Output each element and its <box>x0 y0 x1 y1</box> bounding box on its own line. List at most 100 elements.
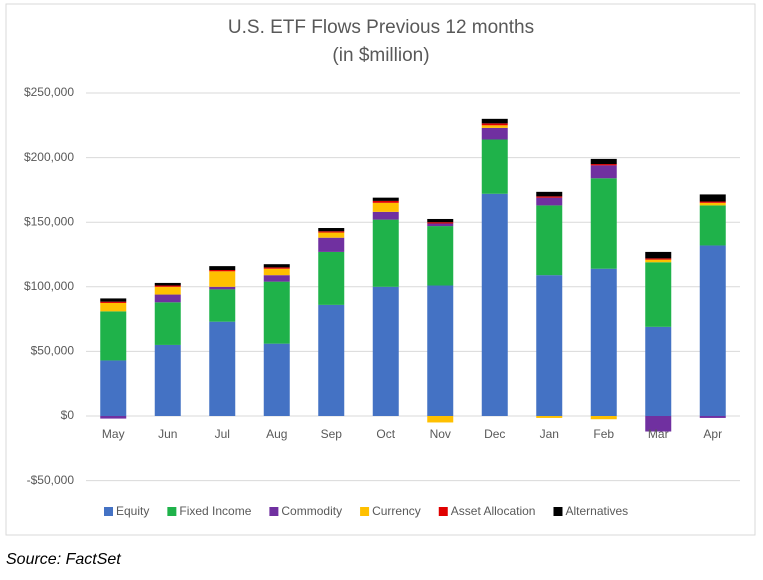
bar-segment <box>645 251 672 259</box>
legend-label: Currency <box>372 504 421 518</box>
bar-segment <box>318 228 345 232</box>
bar-segment <box>154 282 181 286</box>
legend-swatch <box>104 507 113 516</box>
bar-segment <box>100 311 127 361</box>
bar-segment <box>263 268 290 276</box>
bar-segment <box>699 245 726 416</box>
bar-segment <box>427 416 454 423</box>
bar-segment <box>590 158 617 165</box>
y-tick-label: $0 <box>61 408 75 422</box>
y-tick-label: $150,000 <box>24 214 74 228</box>
bar-segment <box>209 321 236 416</box>
bar-segment <box>645 326 672 416</box>
x-tick-label: May <box>102 427 125 441</box>
bar-segment <box>263 264 290 268</box>
y-tick-label: $250,000 <box>24 85 74 99</box>
bar-segment <box>372 202 399 212</box>
bar-segment <box>318 237 345 252</box>
bar-segment <box>263 267 290 269</box>
bar-segment <box>209 270 236 272</box>
legend-label: Equity <box>116 504 149 518</box>
bar-segment <box>427 226 454 286</box>
y-tick-label: $50,000 <box>31 344 75 358</box>
bar-segment <box>154 344 181 416</box>
bar-segment <box>100 360 127 416</box>
bar-segment <box>590 165 617 179</box>
bar-segment <box>536 196 563 198</box>
bar-segment <box>536 205 563 276</box>
bar-segment <box>100 302 127 312</box>
bar-segment <box>427 223 454 227</box>
bar-segment <box>100 298 127 302</box>
bar-segment <box>263 343 290 416</box>
x-tick-label: Apr <box>703 427 722 441</box>
source-note: Source: FactSet <box>6 551 121 568</box>
bar-segment <box>154 294 181 303</box>
legend-label: Alternatives <box>565 504 628 518</box>
bar-segment <box>645 259 672 263</box>
bar-segment <box>372 211 399 220</box>
bar-segment <box>481 123 508 126</box>
bar-segment <box>536 416 563 418</box>
bar-segment <box>590 178 617 269</box>
legend-swatch <box>438 507 448 516</box>
bar-segment <box>263 275 290 282</box>
bar-segment <box>318 251 345 305</box>
bar-segment <box>481 125 508 128</box>
bar-segment <box>590 268 617 416</box>
x-tick-label: Jun <box>158 427 177 441</box>
bar-segment <box>100 301 127 303</box>
bar-segment <box>645 258 672 260</box>
y-tick-label: $200,000 <box>24 150 74 164</box>
x-tick-label: Jul <box>215 427 230 441</box>
x-tick-label: Aug <box>266 427 287 441</box>
bar-segment <box>699 202 726 206</box>
bar-segment <box>536 191 563 197</box>
bar-segment <box>427 218 454 223</box>
x-tick-label: Nov <box>430 427 451 441</box>
bar-segment <box>154 302 181 345</box>
x-tick-label: Mar <box>648 427 669 441</box>
bar-segment <box>699 194 726 202</box>
bar-segment <box>427 285 454 416</box>
legend-swatch <box>269 507 279 516</box>
x-tick-label: Sep <box>321 427 343 441</box>
bar-segment <box>372 219 399 287</box>
bar-segment <box>209 286 236 290</box>
bar-segment <box>427 222 454 224</box>
bar-segment <box>536 275 563 416</box>
bar-segment <box>209 289 236 322</box>
x-tick-label: Jan <box>540 427 559 441</box>
bar-segment <box>481 127 508 140</box>
bar-segment <box>372 200 399 203</box>
bar-segment <box>100 416 127 419</box>
chart-title: U.S. ETF Flows Previous 12 months <box>228 17 534 38</box>
legend-label: Fixed Income <box>179 504 251 518</box>
bar-segment <box>536 197 563 206</box>
y-tick-label: $100,000 <box>24 279 74 293</box>
bar-segment <box>154 286 181 295</box>
bar-segment <box>318 304 345 416</box>
bar-segment <box>372 286 399 416</box>
bar-segment <box>645 416 672 432</box>
bar-segment <box>372 197 399 201</box>
bar-segment <box>209 266 236 271</box>
bar-segment <box>154 285 181 287</box>
bar-segment <box>209 271 236 287</box>
bar-segment <box>645 262 672 327</box>
legend-label: Asset Allocation <box>451 504 536 518</box>
legend-swatch <box>360 507 370 516</box>
bar-segment <box>481 139 508 194</box>
legend-swatch <box>553 507 563 516</box>
bar-segment <box>481 118 508 124</box>
y-tick-label: -$50,000 <box>27 473 75 487</box>
bar-segment <box>590 164 617 166</box>
bar-segment <box>699 205 726 246</box>
bar-segment <box>318 232 345 238</box>
legend-swatch <box>167 507 177 516</box>
x-tick-label: Oct <box>376 427 395 441</box>
bar-segment <box>699 201 726 203</box>
bar-segment <box>263 281 290 344</box>
bar-segment <box>699 416 726 418</box>
